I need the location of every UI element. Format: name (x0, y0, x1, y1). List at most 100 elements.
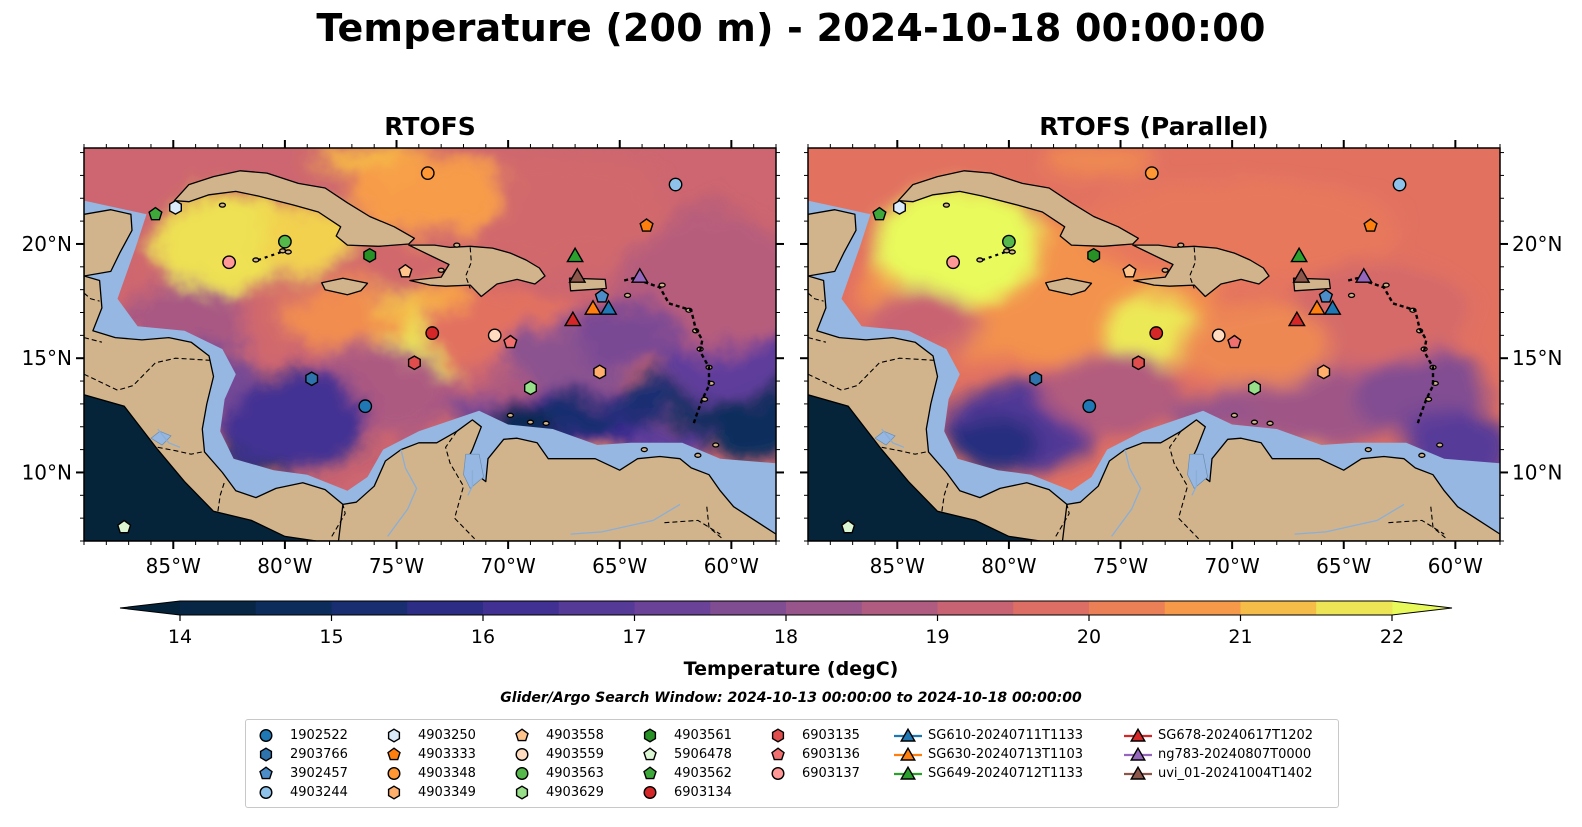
float-4903333 (1363, 218, 1378, 232)
legend-marker-icon (771, 728, 785, 743)
legend-marker-icon (259, 766, 273, 780)
colorbar: 14 15 16 17 18 19 20 21 22 (119, 600, 1453, 648)
legend-marker-icon (643, 785, 657, 800)
legend-label: 1902522 (290, 728, 348, 743)
colorbar-bin (1240, 601, 1317, 615)
float-4903629 (524, 380, 537, 396)
lon-tick-label: 60°W (704, 554, 759, 578)
legend-symbol (643, 728, 657, 743)
colorbar-tick-label: 15 (319, 626, 343, 648)
legend-symbol (515, 747, 529, 762)
legend-marker-icon (515, 785, 529, 800)
legend-marker-icon (1124, 746, 1152, 761)
legend-symbol (643, 766, 657, 780)
lon-tick-label: 80°W (981, 554, 1036, 578)
float-4903349 (1317, 364, 1331, 380)
lon-tick-label: 65°W (592, 554, 647, 578)
glider-ng783-20240807T0000 (1354, 267, 1373, 283)
legend-symbol (771, 766, 785, 781)
float-4903561 (1087, 247, 1101, 263)
colorbar-bin (1013, 601, 1090, 615)
legend-label: 4903562 (674, 766, 732, 781)
lat-tick-label: 20°N (22, 232, 72, 256)
legend: 1902522 2903766 3902457 4903244 4903250 49033… (245, 719, 1339, 808)
float-4903250 (168, 199, 183, 215)
float-4903559 (1211, 328, 1226, 343)
legend-symbol (1129, 727, 1147, 742)
colorbar-bin (937, 601, 1014, 615)
legend-symbol (899, 746, 917, 761)
float-2903766 (1029, 371, 1043, 387)
lon-tick-label: 85°W (146, 554, 201, 578)
colorbar-bin (558, 601, 635, 615)
lat-tick-label: 20°N (1512, 232, 1562, 256)
legend-marker-icon (1124, 765, 1152, 780)
float-4903558 (1122, 263, 1137, 278)
legend-label: ng783-20240807T0000 (1158, 747, 1312, 762)
glider-SG649-20240712T1133 (566, 246, 585, 263)
float-6903134 (425, 326, 440, 340)
legend-label: 4903333 (418, 747, 476, 762)
colorbar-bin (407, 601, 484, 615)
glider-SG678-20240617T1202 (563, 310, 582, 327)
colorbar-bin (710, 601, 787, 615)
lat-tick-label: 10°N (22, 460, 72, 484)
map-panel-parallel (808, 148, 1500, 541)
float-1902522 (358, 399, 373, 414)
legend-marker-icon (259, 785, 273, 800)
legend-marker-icon (1124, 727, 1152, 742)
observation-markers (840, 166, 1407, 534)
legend-marker-icon (643, 766, 657, 780)
legend-marker-icon (771, 766, 785, 781)
colorbar-tick-label: 16 (471, 626, 495, 648)
legend-symbol (515, 728, 529, 742)
colorbar-bin (1316, 601, 1393, 615)
lon-tick-label: 60°W (1428, 554, 1483, 578)
lon-tick-label: 80°W (257, 554, 312, 578)
legend-marker-icon (643, 728, 657, 743)
float-6903137 (222, 255, 236, 270)
float-4903333 (639, 218, 654, 232)
colorbar-tick-label: 19 (925, 626, 949, 648)
country-borders (808, 247, 1447, 540)
legend-label: SG678-20240617T1202 (1158, 728, 1314, 743)
legend-symbol (387, 785, 401, 800)
small-islands (218, 202, 720, 458)
float-4903562 (148, 206, 163, 221)
legend-symbol (259, 766, 273, 780)
legend-label: SG610-20240711T1133 (928, 728, 1084, 743)
float-1902522 (1082, 399, 1097, 414)
float-6903134 (1149, 326, 1164, 340)
float-5906478 (116, 519, 132, 534)
float-4903563 (278, 234, 292, 249)
glider-SG649-20240712T1133 (1290, 246, 1309, 263)
legend-label: 3902457 (290, 766, 348, 781)
legend-symbol (1129, 765, 1147, 780)
glider-ng783-20240807T0000 (630, 267, 649, 283)
float-4903348 (1144, 166, 1159, 181)
legend-symbol (771, 747, 785, 761)
glider-uvi_01-20241004T1402 (568, 267, 587, 283)
float-4903562 (872, 206, 887, 221)
glider-uvi_01-20241004T1402 (1292, 267, 1311, 283)
legend-label: 6903137 (802, 766, 860, 781)
float-6903137 (946, 255, 960, 270)
glider-SG630-20240713T1103 (1307, 299, 1326, 315)
legend-marker-icon (259, 747, 273, 762)
legend-symbol (899, 727, 917, 742)
float-4903349 (593, 364, 607, 380)
colorbar-tick-label: 20 (1077, 626, 1101, 648)
legend-marker-icon (515, 747, 529, 762)
country-borders (84, 247, 723, 540)
small-islands (942, 202, 1444, 458)
map-panel-rtofs (84, 148, 776, 541)
legend-symbol (259, 728, 273, 743)
map-frame-rtofs: 85°W 80°W 75°W 70°W 65°W 60°W 10°N 15°N 20°N (22, 140, 784, 578)
legend-label: 6903134 (674, 785, 732, 800)
legend-symbol (387, 766, 401, 781)
float-4903563 (1002, 234, 1016, 249)
legend-label: SG649-20240712T1133 (928, 766, 1084, 781)
legend-marker-icon (643, 747, 657, 761)
colorbar-bin (331, 601, 408, 615)
lat-tick-label: 15°N (22, 346, 72, 370)
